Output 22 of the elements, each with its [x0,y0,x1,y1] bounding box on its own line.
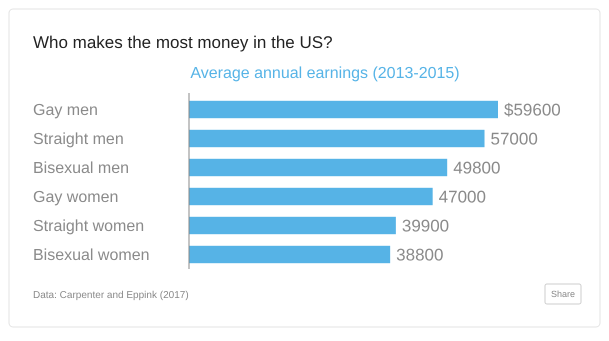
bar [189,216,396,234]
data-label: 39900 [402,216,450,236]
y-tick-label: Gay women [33,189,118,206]
y-tick-label: Straight men [33,131,124,148]
y-tick-label: Straight women [33,218,144,236]
bar [189,130,485,148]
y-tick-label: Bisexual men [33,160,130,178]
bar [189,158,448,176]
text: Data: Carpenter and Eppink (2017) [33,290,189,301]
data-label: 38800 [396,245,444,264]
bar [189,188,433,206]
bar [189,246,390,264]
y-tick-label: Gay men [33,102,98,120]
chart-title: Who makes the most money in the US? [33,33,333,52]
text: Share [550,289,576,299]
data-label: $59600 [504,100,561,120]
data-label: 47000 [438,187,486,206]
y-tick-label: Bisexual women [33,247,150,264]
data-label: 57000 [490,129,538,148]
chart-subtitle: Average annual earnings (2013-2015) [190,65,460,82]
bar [189,100,498,118]
data-label: 49800 [453,158,500,178]
